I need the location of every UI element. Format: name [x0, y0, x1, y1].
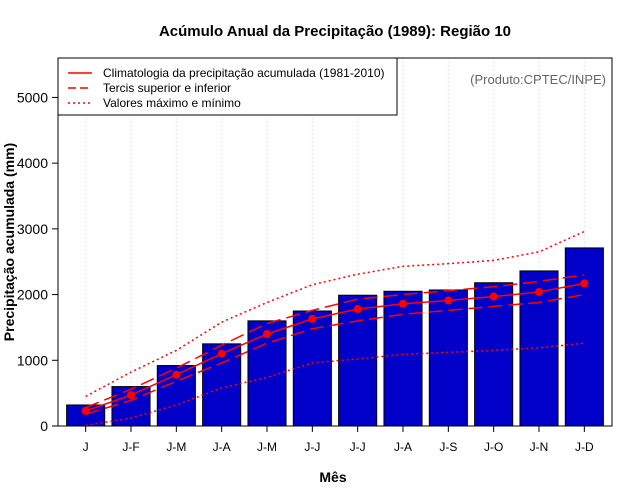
bar-layer: [66, 247, 604, 427]
x-tick-label: J-J: [304, 440, 320, 454]
x-tick-label: J-F: [122, 440, 139, 454]
bar: [564, 247, 604, 427]
bar: [292, 310, 332, 427]
x-axis-title: Mês: [319, 469, 346, 485]
x-tick-label: J-A: [394, 440, 412, 454]
upper-tercile-line: [85, 274, 585, 409]
y-tick-label: 0: [40, 418, 48, 434]
y-tick-label: 4000: [17, 155, 48, 171]
max-line: [85, 230, 585, 398]
x-tick-label: J-A: [213, 440, 231, 454]
x-tick-label: J: [83, 440, 89, 454]
legend-label-maxmin: Valores máximo e mínimo: [103, 96, 241, 110]
line-layer: [81, 230, 589, 427]
y-tick-label: 3000: [17, 221, 48, 237]
climatology-line: [85, 282, 585, 412]
climatology-point: [444, 296, 453, 305]
axis-layer: 0 1000 2000 3000 4000 5000 J J-F J-M J-A J-M J-J J-J…: [17, 89, 594, 454]
y-tick-label: 2000: [17, 287, 48, 303]
legend: Climatologia da precipitação acumulada (…: [57, 57, 398, 116]
y-tick-label: 1000: [17, 352, 48, 368]
legend-label-climatology: Climatologia da precipitação acumulada (…: [103, 66, 385, 80]
bar: [383, 290, 423, 427]
climatology-point: [353, 305, 362, 314]
x-tick-label: J-N: [530, 440, 549, 454]
legend-label-tercis: Tercis superior e inferior: [103, 81, 231, 95]
climatology-point: [81, 406, 90, 415]
y-tick-label: 5000: [17, 89, 48, 105]
credit-text: (Produto:CPTEC/INPE): [470, 72, 606, 87]
climatology-point: [580, 279, 589, 288]
x-tick-label: J-J: [350, 440, 366, 454]
climatology-point: [217, 349, 226, 358]
x-tick-label: J-D: [575, 440, 594, 454]
x-tick-label: J-S: [439, 440, 457, 454]
lower-tercile-line: [85, 293, 585, 415]
climatology-point: [535, 287, 543, 296]
grid-layer: [85, 58, 585, 426]
x-tick-label: J-M: [166, 440, 186, 454]
x-tick-label: J-M: [257, 440, 277, 454]
climatology-point: [489, 292, 498, 301]
bar: [338, 294, 378, 427]
bar: [428, 289, 468, 427]
y-axis-title: Precipitação acumulada (mm): [1, 143, 17, 341]
climatology-point: [308, 314, 317, 323]
bar: [474, 282, 514, 427]
climatology-point: [172, 370, 181, 379]
climatology-point: [399, 299, 407, 308]
x-tick-label: J-O: [484, 440, 503, 454]
chart-title: Acúmulo Anual da Precipitação (1989): Re…: [159, 23, 511, 40]
climatology-point: [127, 391, 135, 400]
legend-box: [57, 57, 398, 116]
min-line: [85, 342, 585, 427]
climatology-point: [263, 330, 271, 338]
